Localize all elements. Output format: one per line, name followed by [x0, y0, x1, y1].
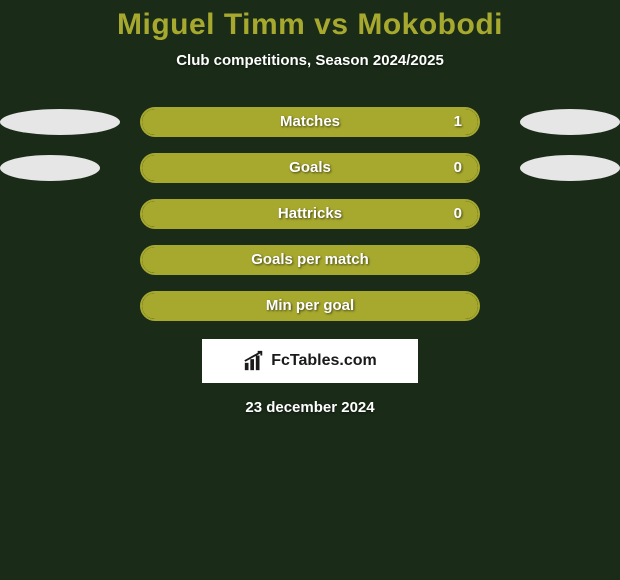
left-ellipse: [0, 109, 120, 135]
subtitle: Club competitions, Season 2024/2025: [0, 52, 620, 69]
stat-row: Goals per match: [0, 237, 620, 283]
stat-bar: Hattricks0: [140, 199, 480, 229]
stat-value: 1: [454, 109, 462, 137]
stat-rows: Matches1 Goals0 Hattricks0 Goals per match M…: [0, 99, 620, 329]
stat-bar-fill: [142, 247, 478, 273]
stat-bar-fill: [142, 155, 478, 181]
brand-badge: FcTables.com: [202, 339, 418, 383]
stat-bar: Goals0: [140, 153, 480, 183]
page-title: Miguel Timm vs Mokobodi: [0, 0, 620, 42]
stat-value: 0: [454, 155, 462, 183]
stat-bar-fill: [142, 293, 478, 319]
stat-bar-fill: [142, 109, 478, 135]
stat-row: Min per goal: [0, 283, 620, 329]
comparison-infographic: Miguel Timm vs Mokobodi Club competition…: [0, 0, 620, 580]
stat-bar: Goals per match: [140, 245, 480, 275]
stat-row: Hattricks0: [0, 191, 620, 237]
stat-bar: Matches1: [140, 107, 480, 137]
brand-text: FcTables.com: [271, 352, 377, 370]
right-ellipse: [520, 155, 620, 181]
stat-bar-fill: [142, 201, 478, 227]
right-ellipse: [520, 109, 620, 135]
snapshot-date: 23 december 2024: [0, 399, 620, 416]
bar-chart-icon: [243, 350, 265, 372]
stat-row: Goals0: [0, 145, 620, 191]
stat-row: Matches1: [0, 99, 620, 145]
left-ellipse: [0, 155, 100, 181]
stat-value: 0: [454, 201, 462, 229]
stat-bar: Min per goal: [140, 291, 480, 321]
